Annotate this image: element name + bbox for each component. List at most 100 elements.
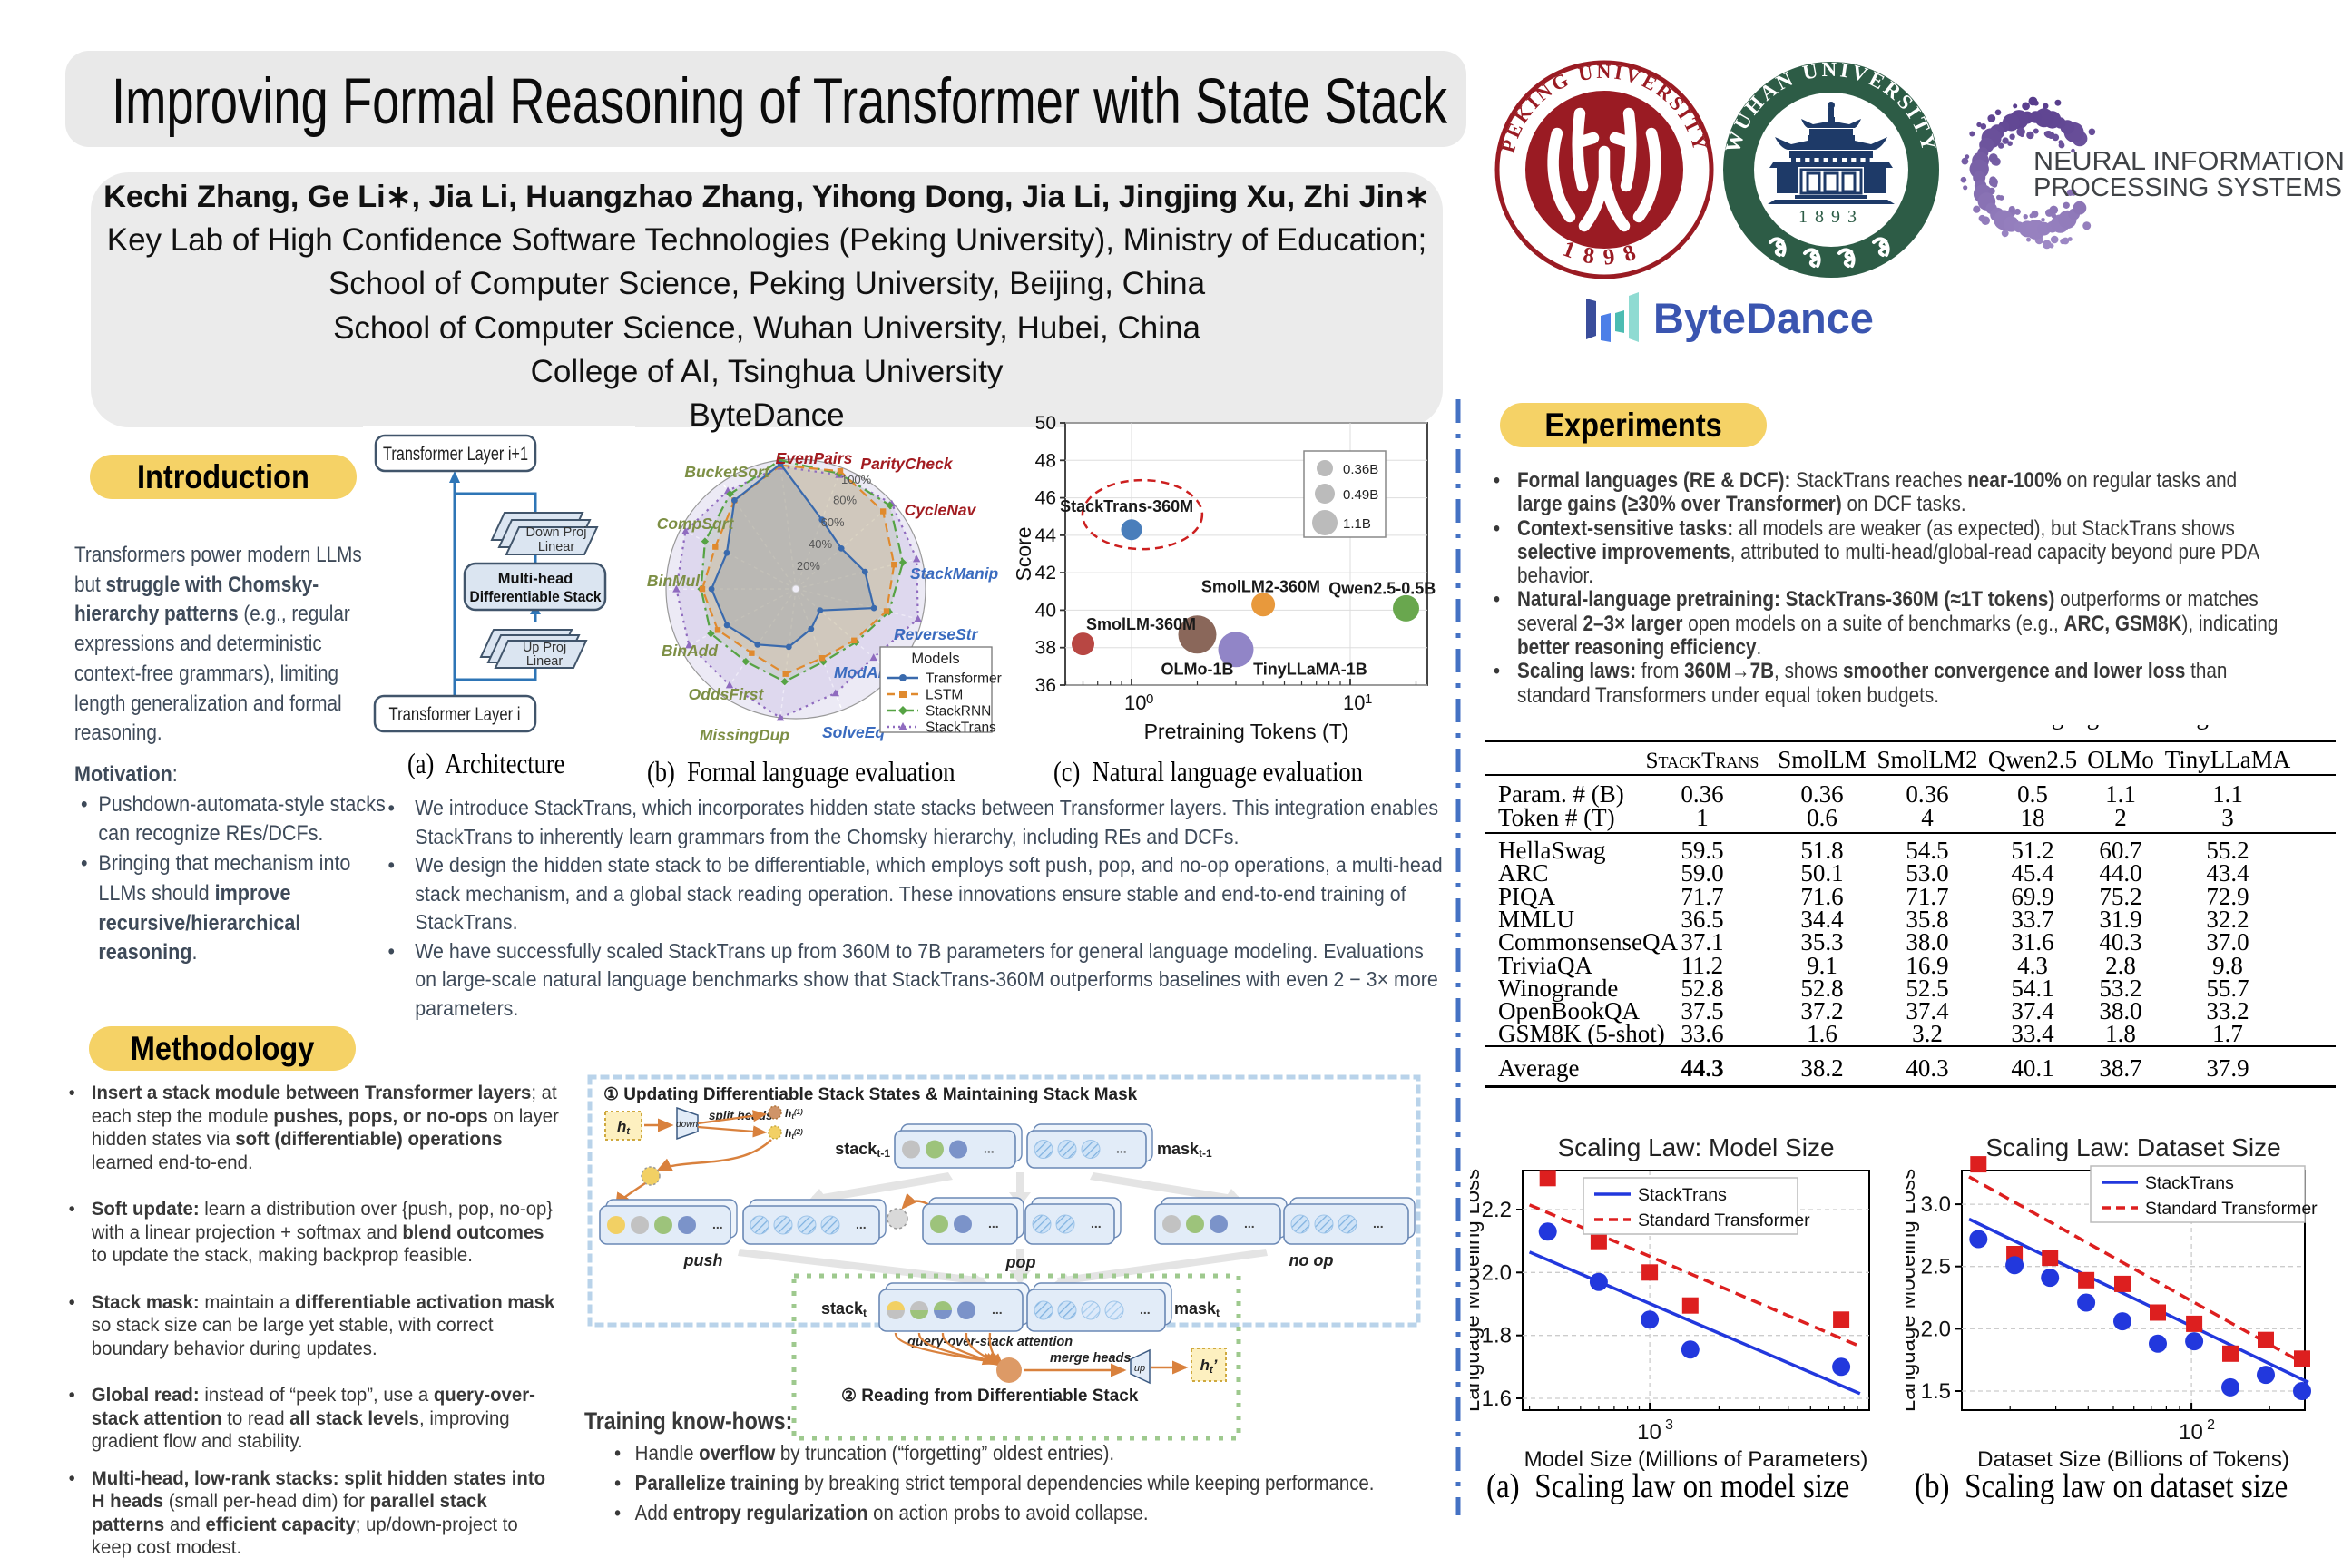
svg-text:SolveEq: SolveEq <box>822 723 885 741</box>
svg-text:StackTrans-360M: StackTrans-360M <box>1060 497 1193 515</box>
svg-text:StackTrans: StackTrans <box>1638 1185 1727 1205</box>
svg-text:Down Proj: Down Proj <box>526 525 587 540</box>
svg-text:Model Size (Millions of Parame: Model Size (Millions of Parameters) <box>1524 1447 1868 1472</box>
svg-text:BinMul: BinMul <box>647 572 701 590</box>
svg-text:Dataset Size (Billions of Toke: Dataset Size (Billions of Tokens) <box>1977 1447 2289 1472</box>
svg-text:Transformer Layer i+1: Transformer Layer i+1 <box>383 444 528 465</box>
svg-text:ht’: ht’ <box>1200 1357 1218 1376</box>
svg-text:OLMo-1B: OLMo-1B <box>1161 660 1234 678</box>
svg-text:StackRNN: StackRNN <box>926 704 991 720</box>
svg-text:...: ... <box>856 1217 867 1231</box>
svg-text:...: ... <box>988 1216 999 1230</box>
svg-text:② Reading from Differentiable: ② Reading from Differentiable Stack <box>841 1387 1139 1406</box>
svg-text:stackt-1: stackt-1 <box>835 1140 890 1160</box>
svg-text:10: 10 <box>1124 691 1146 714</box>
svg-text:Standard Transformer: Standard Transformer <box>2145 1199 2318 1219</box>
svg-text:down: down <box>676 1120 698 1130</box>
svg-text:Standard Transformer: Standard Transformer <box>1638 1210 1810 1230</box>
svg-text:Up Proj: Up Proj <box>523 641 566 655</box>
svg-text:Score: Score <box>1016 526 1035 581</box>
svg-text:2.0: 2.0 <box>1482 1260 1512 1285</box>
svg-text:...: ... <box>1244 1216 1255 1230</box>
svg-text:10: 10 <box>1343 691 1365 714</box>
svg-text:36: 36 <box>1035 675 1056 696</box>
svg-text:0.49B: 0.49B <box>1343 487 1378 503</box>
svg-text:① Updating Differentiable Stac: ① Updating Differentiable Stack States &… <box>603 1085 1138 1104</box>
svg-text:Qwen2.5-0.5B: Qwen2.5-0.5B <box>1328 580 1436 598</box>
svg-text:1.1B: 1.1B <box>1343 516 1371 532</box>
svg-text:ReverseStr: ReverseStr <box>894 625 979 643</box>
svg-text:BucketSort: BucketSort <box>684 463 770 481</box>
svg-text:PROCESSING SYSTEMS: PROCESSING SYSTEMS <box>2034 173 2342 202</box>
svg-text:1893: 1893 <box>1798 207 1864 227</box>
svg-text:Differentiable Stack: Differentiable Stack <box>470 589 603 605</box>
svg-text:42: 42 <box>1035 563 1056 583</box>
svg-text:CycleNav: CycleNav <box>905 501 977 519</box>
svg-text:2.0: 2.0 <box>1921 1317 1951 1341</box>
svg-text:SmolLM-360M: SmolLM-360M <box>1086 615 1196 633</box>
svg-text:Language Modeling Loss: Language Modeling Loss <box>1470 1169 1485 1412</box>
svg-text:10: 10 <box>2179 1420 2203 1445</box>
svg-text:OddsFirst: OddsFirst <box>689 685 765 703</box>
svg-text:1.6: 1.6 <box>1482 1387 1512 1411</box>
svg-text:Scaling Law: Model Size: Scaling Law: Model Size <box>1557 1133 1834 1161</box>
svg-text:0.36B: 0.36B <box>1343 462 1378 477</box>
svg-text:EvenPairs: EvenPairs <box>776 449 853 467</box>
svg-text:BinAdd: BinAdd <box>662 642 719 660</box>
svg-text:1.8: 1.8 <box>1482 1324 1512 1348</box>
svg-text:Scaling Law: Dataset Size: Scaling Law: Dataset Size <box>1985 1133 2280 1161</box>
svg-text:Language Modeling Loss: Language Modeling Loss <box>1906 1169 1920 1412</box>
svg-text:Models: Models <box>911 651 959 667</box>
svg-text:Multi-head: Multi-head <box>498 571 573 587</box>
svg-text:2.2: 2.2 <box>1482 1198 1512 1222</box>
svg-text:...: ... <box>1373 1216 1384 1230</box>
svg-text:Transformer: Transformer <box>926 671 1002 687</box>
svg-text:...: ... <box>992 1302 1003 1317</box>
svg-text:50: 50 <box>1035 413 1056 434</box>
svg-text:Transformer Layer i: Transformer Layer i <box>389 704 521 725</box>
svg-text:100%: 100% <box>841 473 872 486</box>
svg-text:Linear: Linear <box>526 654 563 669</box>
svg-text:...: ... <box>1091 1216 1102 1230</box>
svg-text:...: ... <box>984 1142 995 1156</box>
svg-text:StackTrans: StackTrans <box>926 720 996 736</box>
svg-text:40: 40 <box>1035 600 1056 621</box>
svg-text:CompSqrt: CompSqrt <box>657 514 735 533</box>
svg-text:ParityCheck: ParityCheck <box>860 455 953 473</box>
svg-text:LSTM: LSTM <box>926 688 963 703</box>
svg-text:1: 1 <box>1365 691 1372 707</box>
svg-text:...: ... <box>1116 1142 1127 1156</box>
svg-text:48: 48 <box>1035 450 1056 471</box>
svg-text:stackt: stackt <box>821 1299 867 1319</box>
svg-text:SmolLM2-360M: SmolLM2-360M <box>1201 578 1320 596</box>
svg-text:40%: 40% <box>808 537 832 551</box>
svg-text:merge heads: merge heads <box>1050 1351 1131 1366</box>
svg-text:0: 0 <box>1146 691 1153 707</box>
svg-text:1.5: 1.5 <box>1921 1379 1951 1404</box>
svg-text:60%: 60% <box>821 515 845 529</box>
svg-text:...: ... <box>1140 1302 1151 1317</box>
svg-text:StackTrans: StackTrans <box>2145 1173 2234 1193</box>
svg-text:80%: 80% <box>833 493 857 506</box>
svg-text:TinyLLaMA-1B: TinyLLaMA-1B <box>1253 660 1367 678</box>
svg-text:MissingDup: MissingDup <box>700 726 789 744</box>
svg-text:2.5: 2.5 <box>1921 1255 1951 1279</box>
svg-text:up: up <box>1134 1363 1145 1374</box>
svg-text:Pretraining Tokens (T): Pretraining Tokens (T) <box>1144 720 1349 743</box>
svg-text:no op: no op <box>1289 1251 1334 1269</box>
svg-text:20%: 20% <box>797 559 820 573</box>
svg-text:...: ... <box>712 1217 723 1231</box>
svg-text:3.0: 3.0 <box>1921 1192 1951 1217</box>
svg-text:ByteDance: ByteDance <box>1653 294 1874 342</box>
svg-text:3: 3 <box>1665 1417 1673 1433</box>
svg-text:NEURAL INFORMATION: NEURAL INFORMATION <box>2034 147 2345 176</box>
svg-text:maskt: maskt <box>1174 1299 1220 1319</box>
svg-text:pop: pop <box>1005 1253 1036 1271</box>
svg-text:maskt-1: maskt-1 <box>1157 1140 1212 1160</box>
svg-text:push: push <box>683 1251 723 1269</box>
svg-text:38: 38 <box>1035 638 1056 659</box>
svg-text:2: 2 <box>2207 1417 2215 1433</box>
svg-text:46: 46 <box>1035 488 1056 509</box>
svg-text:44: 44 <box>1035 525 1057 546</box>
svg-text:Linear: Linear <box>538 540 574 554</box>
